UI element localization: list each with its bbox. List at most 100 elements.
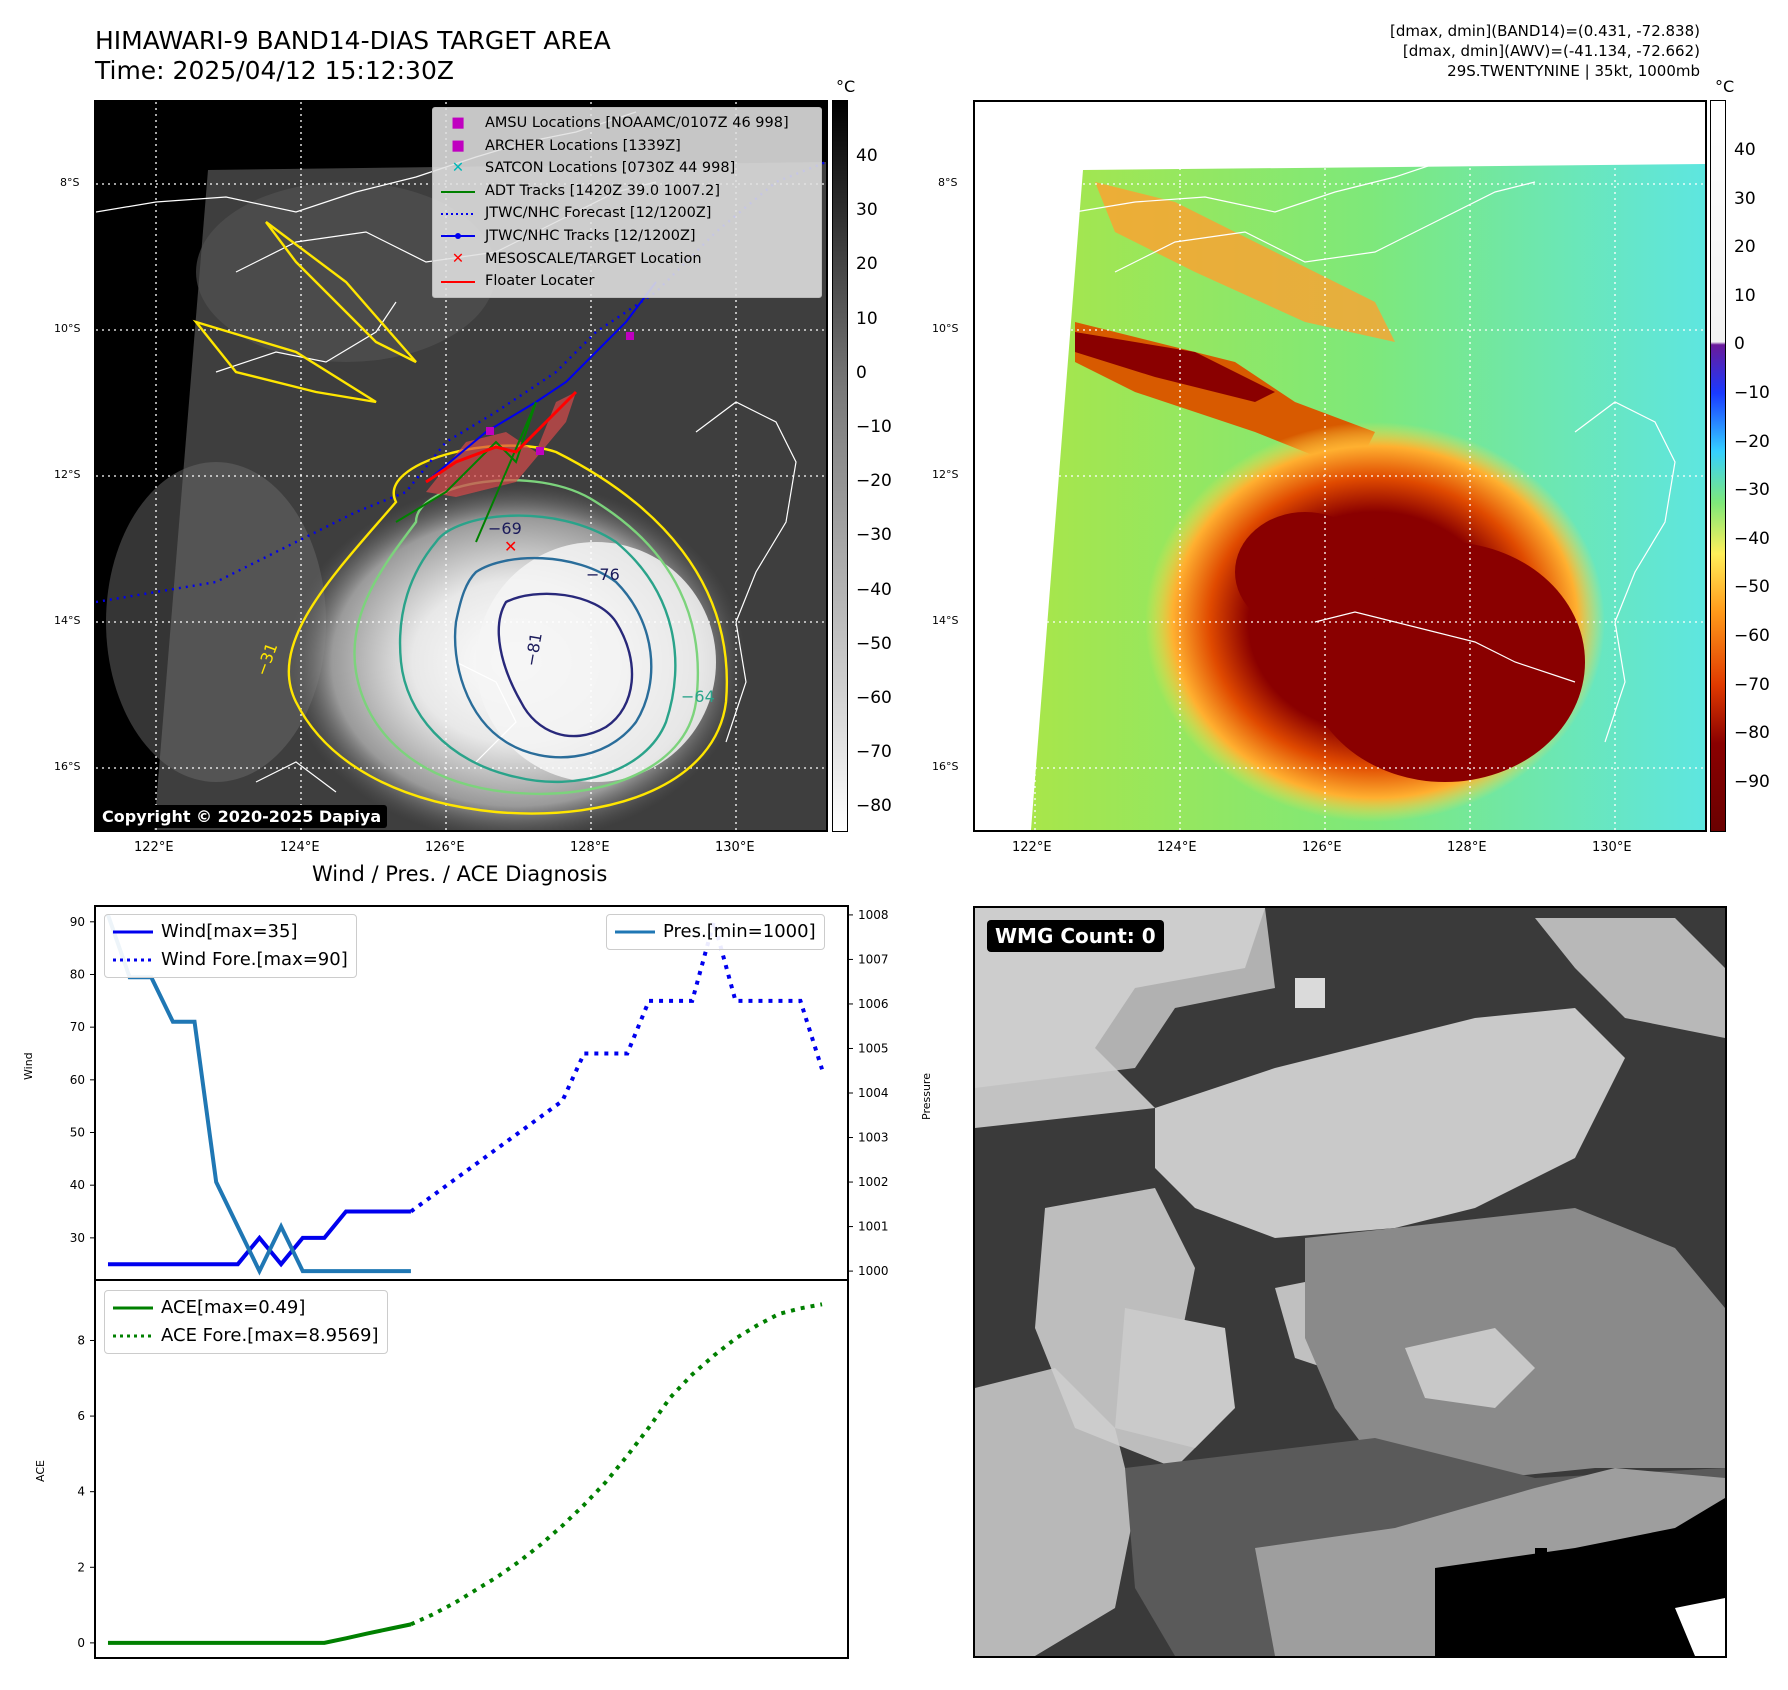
lat-label: 12°S	[932, 468, 959, 481]
colorbar-tick-label: 20	[856, 254, 878, 275]
wind-legend: Wind[max=35] Wind Fore.[max=90]	[104, 914, 357, 978]
legend-label: ACE Fore.[max=8.9569]	[161, 1325, 379, 1346]
legend-label: Pres.[min=1000]	[663, 921, 816, 942]
colorbar-tick-label: 40	[856, 146, 878, 166]
wind-axis-label: Wind	[22, 1052, 35, 1080]
pressure-tick-label: 1006	[858, 997, 889, 1011]
legend-item-amsu: ■ AMSU Locations [NOAAMC/0107Z 46 998]	[441, 112, 813, 135]
contour-label: −69	[488, 519, 522, 538]
awv-colorbar-unit: °C	[1715, 77, 1735, 96]
colorbar-tick-label: 40	[1734, 140, 1756, 160]
lat-label: 16°S	[54, 760, 81, 773]
x-marker-icon: ✕	[451, 250, 465, 267]
legend-item-wind: Wind[max=35]	[113, 918, 348, 946]
lon-label: 130°E	[1592, 840, 1632, 855]
ir-colorbar-unit: °C	[836, 77, 856, 96]
legend-label: Floater Locater	[485, 273, 595, 290]
wind-tick-label: 70	[70, 1020, 85, 1034]
square-marker-icon: ■	[451, 137, 465, 154]
legend-item-ace: ACE[max=0.49]	[113, 1294, 379, 1322]
ir-colorbar	[832, 100, 848, 832]
colorbar-tick-label: −50	[1734, 577, 1770, 598]
map-legend: ■ AMSU Locations [NOAAMC/0107Z 46 998] ■ A…	[432, 107, 822, 298]
colorbar-tick-label: −90	[1734, 771, 1770, 792]
awv-colorbar	[1710, 100, 1726, 832]
colorbar-tick-label: −60	[856, 688, 892, 708]
pressure-tick-label: 1002	[858, 1175, 889, 1189]
ace-tick-label: 4	[77, 1485, 85, 1499]
colorbar-tick-label: 10	[856, 308, 878, 329]
pressure-tick-label: 1005	[858, 1041, 889, 1055]
solid-line-icon	[113, 930, 153, 934]
colorbar-tick-label: −20	[1734, 431, 1770, 452]
ace-tick-label: 8	[77, 1333, 85, 1347]
lon-label: 128°E	[570, 840, 610, 855]
legend-item-ace-fore: ACE Fore.[max=8.9569]	[113, 1322, 379, 1350]
ace-tick-label: 2	[77, 1560, 85, 1574]
legend-label: JTWC/NHC Forecast [12/1200Z]	[485, 205, 712, 222]
legend-label: Wind Fore.[max=90]	[161, 949, 348, 970]
wind-tick-label: 30	[70, 1231, 85, 1245]
lat-label: 14°S	[932, 614, 959, 627]
legend-label: ADT Tracks [1420Z 39.0 1007.2]	[485, 182, 721, 199]
legend-item-archer: ■ ARCHER Locations [1339Z]	[441, 135, 813, 158]
wmg-canvas	[975, 908, 1725, 1656]
colorbar-tick-label: −60	[1734, 626, 1770, 646]
pressure-tick-label: 1000	[858, 1264, 889, 1278]
contour-label: −76	[586, 565, 620, 584]
ace-axis-label: ACE	[34, 1460, 47, 1482]
wmg-panel: WMG Count: 0	[973, 906, 1727, 1658]
wmg-count-badge: WMG Count: 0	[987, 920, 1164, 952]
colorbar-tick-label: 10	[1734, 285, 1756, 306]
figure-time: Time: 2025/04/12 15:12:30Z	[95, 56, 454, 85]
lon-label: 122°E	[134, 840, 174, 855]
diagnosis-title: Wind / Pres. / ACE Diagnosis	[312, 862, 608, 886]
wind-tick-label: 50	[70, 1126, 85, 1140]
lat-label: 8°S	[60, 176, 80, 189]
lon-label: 124°E	[280, 840, 320, 855]
legend-label: SATCON Locations [0730Z 44 998]	[485, 160, 736, 177]
wind-tick-label: 80	[70, 967, 85, 981]
ace-plot-frame	[94, 1279, 849, 1659]
pressure-tick-label: 1004	[858, 1086, 889, 1100]
legend-item-wind-fore: Wind Fore.[max=90]	[113, 946, 348, 974]
legend-item-jtwc-tracks: JTWC/NHC Tracks [12/1200Z]	[441, 225, 813, 248]
pressure-tick-label: 1003	[858, 1131, 889, 1145]
lat-label: 12°S	[54, 468, 81, 481]
wind-tick-label: 90	[70, 915, 85, 929]
dotted-line-icon	[113, 958, 153, 962]
legend-item-floater: Floater Locater	[441, 270, 813, 293]
colorbar-tick-label: −30	[856, 525, 892, 546]
colorbar-tick-label: 0	[856, 362, 867, 383]
series-line-ace	[107, 1622, 412, 1645]
wind-tick-label: 40	[70, 1178, 85, 1192]
legend-item-satcon: ✕ SATCON Locations [0730Z 44 998]	[441, 157, 813, 180]
pressure-axis-label: Pressure	[920, 1073, 933, 1120]
info-band14-range: [dmax, dmin](BAND14)=(0.431, -72.838)	[1389, 22, 1700, 40]
info-awv-range: [dmax, dmin](AWV)=(-41.134, -72.662)	[1402, 42, 1700, 60]
dotted-line-icon	[441, 202, 475, 225]
ace-tick-label: 0	[77, 1636, 85, 1650]
lon-label: 130°E	[715, 840, 755, 855]
lat-label: 16°S	[932, 760, 959, 773]
diagnosis-chart: 3040506070809010001001100210031004100510…	[70, 905, 889, 1659]
pressure-tick-label: 1007	[858, 952, 889, 966]
colorbar-tick-label: 30	[1734, 188, 1756, 209]
lat-label: 8°S	[938, 176, 958, 189]
legend-item-jtwc-forecast: JTWC/NHC Forecast [12/1200Z]	[441, 202, 813, 225]
pressure-tick-label: 1001	[858, 1220, 889, 1234]
svg-text:✕: ✕	[504, 537, 517, 556]
colorbar-tick-label: −30	[1734, 480, 1770, 501]
pressure-legend: Pres.[min=1000]	[606, 914, 825, 950]
awv-map-canvas	[975, 102, 1705, 830]
line-marker-icon	[441, 270, 475, 293]
series-line-pres-	[106, 914, 411, 1276]
awv-map-panel	[973, 100, 1707, 832]
colorbar-tick-label: −70	[1734, 674, 1770, 695]
legend-label: MESOSCALE/TARGET Location	[485, 250, 702, 267]
lon-label: 128°E	[1447, 840, 1487, 855]
lon-label: 126°E	[1302, 840, 1342, 855]
legend-item-pressure: Pres.[min=1000]	[615, 918, 816, 946]
copyright-badge: Copyright © 2020-2025 Dapiya	[96, 805, 388, 828]
dotted-line-icon	[113, 1334, 153, 1338]
